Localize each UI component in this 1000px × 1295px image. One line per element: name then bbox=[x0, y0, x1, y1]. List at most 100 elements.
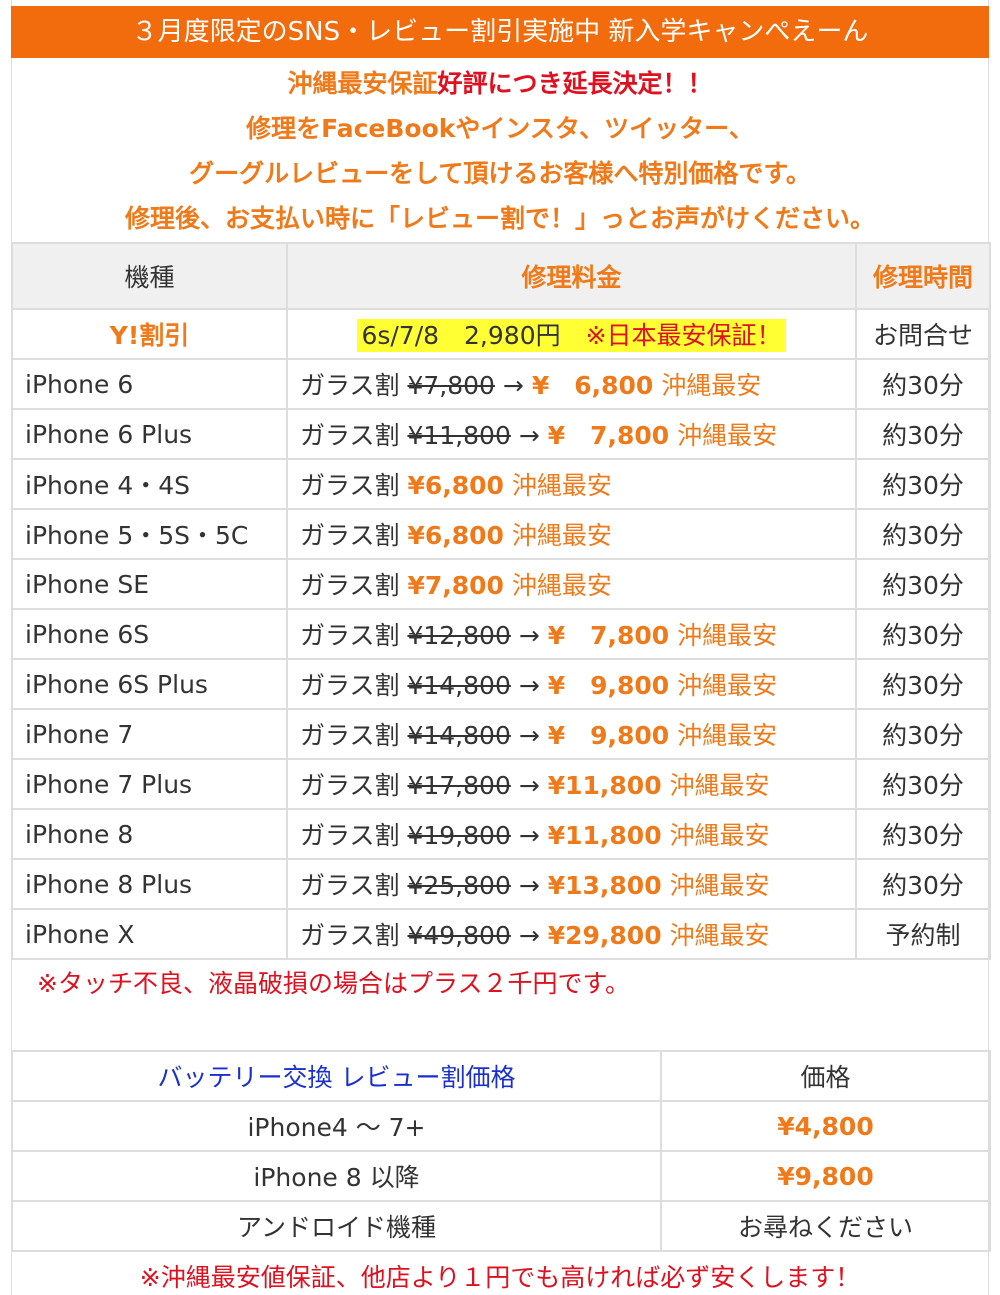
table-row: iPhone 8 ガラス割 ¥19,800 → ¥11,800 沖縄最安 約30分 bbox=[11, 808, 991, 860]
battery-row: iPhone 8 以降 ¥9,800 bbox=[11, 1150, 991, 1202]
repair-time: 約30分 bbox=[855, 558, 991, 610]
okinawa-cheapest: 沖縄最安 bbox=[669, 871, 770, 900]
battery-model: iPhone4 〜 7+ bbox=[11, 1100, 662, 1152]
sale-price: ¥13,800 bbox=[547, 871, 662, 900]
repair-price: ガラス割 ¥6,800 沖縄最安 bbox=[286, 458, 857, 510]
glass-label: ガラス割 bbox=[300, 521, 400, 550]
repair-price: ガラス割 ¥7,800 → ¥ 6,800 沖縄最安 bbox=[286, 358, 857, 410]
intro-extension: 好評につき延長決定！！ bbox=[437, 69, 713, 98]
model-name: iPhone X bbox=[11, 908, 288, 960]
repair-price: ガラス割 ¥25,800 → ¥13,800 沖縄最安 bbox=[286, 858, 857, 910]
sale-price: ¥ 9,800 bbox=[547, 671, 670, 700]
sale-price: ¥11,800 bbox=[547, 821, 662, 850]
table-row: iPhone 6 Plus ガラス割 ¥11,800 → ¥ 7,800 沖縄最安… bbox=[11, 408, 991, 460]
repair-price: ガラス割 ¥14,800 → ¥ 9,800 沖縄最安 bbox=[286, 658, 857, 710]
battery-row: iPhone4 〜 7+ ¥4,800 bbox=[11, 1100, 991, 1152]
sale-price: ¥11,800 bbox=[547, 771, 662, 800]
intro-line-2: 修理をFaceBookやインスタ、ツイッター、 bbox=[246, 114, 754, 143]
okinawa-cheapest: 沖縄最安 bbox=[669, 821, 770, 850]
sale-price: ¥ 9,800 bbox=[547, 721, 670, 750]
table-header: 機種 修理料金 修理時間 bbox=[11, 242, 991, 310]
glass-label: ガラス割 bbox=[300, 771, 400, 800]
arrow-icon: → bbox=[518, 871, 540, 900]
header-price: 修理料金 bbox=[286, 242, 857, 310]
arrow-icon: → bbox=[518, 821, 540, 850]
battery-price: ¥9,800 bbox=[660, 1150, 991, 1202]
repair-time: 約30分 bbox=[855, 608, 991, 660]
table-row: iPhone 6S Plus ガラス割 ¥14,800 → ¥ 9,800 沖縄最… bbox=[11, 658, 991, 710]
arrow-icon: → bbox=[518, 421, 540, 450]
sale-price: ¥7,800 bbox=[407, 571, 504, 600]
repair-time: 約30分 bbox=[855, 808, 991, 860]
okinawa-cheapest: 沖縄最安 bbox=[511, 571, 612, 600]
table-row: iPhone SE ガラス割 ¥7,800 沖縄最安 約30分 bbox=[11, 558, 991, 610]
arrow-icon: → bbox=[518, 771, 540, 800]
battery-header-price: 価格 bbox=[660, 1050, 991, 1102]
sale-price: ¥6,800 bbox=[407, 471, 504, 500]
promo-guarantee: ※日本最安保証！ bbox=[585, 321, 782, 350]
battery-header-title[interactable]: バッテリー交換 レビュー割価格 bbox=[11, 1050, 662, 1102]
model-name: iPhone 7 bbox=[11, 708, 288, 760]
table-row: iPhone 7 Plus ガラス割 ¥17,800 → ¥11,800 沖縄最安… bbox=[11, 758, 991, 810]
old-price: ¥19,800 bbox=[407, 821, 511, 850]
model-name: iPhone 8 Plus bbox=[11, 858, 288, 910]
model-name: iPhone 4・4S bbox=[11, 458, 288, 510]
sale-price: ¥ 7,800 bbox=[547, 421, 670, 450]
touch-note: ※タッチ不良、液晶破損の場合はプラス２千円です。 bbox=[37, 969, 630, 998]
battery-model: アンドロイド機種 bbox=[11, 1200, 662, 1252]
campaign-banner: ３月度限定のSNS・レビュー割引実施中 新入学キャンぺえーん bbox=[11, 6, 989, 58]
okinawa-cheapest: 沖縄最安 bbox=[677, 721, 778, 750]
model-name: iPhone SE bbox=[11, 558, 288, 610]
glass-label: ガラス割 bbox=[300, 821, 400, 850]
glass-label: ガラス割 bbox=[300, 421, 400, 450]
glass-label: ガラス割 bbox=[300, 571, 400, 600]
intro-text: 沖縄最安保証好評につき延長決定！！ 修理をFaceBookやインスタ、ツイッター… bbox=[11, 61, 989, 241]
old-price: ¥25,800 bbox=[407, 871, 511, 900]
battery-price: ¥4,800 bbox=[660, 1100, 991, 1152]
table-row: iPhone 6S ガラス割 ¥12,800 → ¥ 7,800 沖縄最安 約30分 bbox=[11, 608, 991, 660]
model-name: iPhone 6S Plus bbox=[11, 658, 288, 710]
repair-price: ガラス割 ¥19,800 → ¥11,800 沖縄最安 bbox=[286, 808, 857, 860]
intro-guarantee: 沖縄最安保証 bbox=[287, 69, 438, 98]
repair-price-table: 機種 修理料金 修理時間 Y!割引 6s/7/8 2,980円 ※日本最安保証！… bbox=[11, 242, 991, 960]
okinawa-cheapest: 沖縄最安 bbox=[677, 671, 778, 700]
repair-time: 約30分 bbox=[855, 408, 991, 460]
repair-time: 約30分 bbox=[855, 708, 991, 760]
battery-model: iPhone 8 以降 bbox=[11, 1150, 662, 1202]
model-name: iPhone 6S bbox=[11, 608, 288, 660]
glass-label: ガラス割 bbox=[300, 671, 400, 700]
okinawa-cheapest: 沖縄最安 bbox=[677, 621, 778, 650]
model-name: iPhone 6 bbox=[11, 358, 288, 410]
battery-price: お尋ねください bbox=[660, 1200, 991, 1252]
intro-line-3: グーグルレビューをして頂けるお客様へ特別価格です。 bbox=[189, 159, 811, 188]
arrow-icon: → bbox=[502, 371, 524, 400]
table-row: iPhone 4・4S ガラス割 ¥6,800 沖縄最安 約30分 bbox=[11, 458, 991, 510]
okinawa-cheapest: 沖縄最安 bbox=[511, 521, 612, 550]
table-row: iPhone 7 ガラス割 ¥14,800 → ¥ 9,800 沖縄最安 約30分 bbox=[11, 708, 991, 760]
glass-label: ガラス割 bbox=[300, 871, 400, 900]
glass-label: ガラス割 bbox=[300, 471, 400, 500]
repair-time: 約30分 bbox=[855, 858, 991, 910]
repair-time: 約30分 bbox=[855, 658, 991, 710]
repair-price: ガラス割 ¥6,800 沖縄最安 bbox=[286, 508, 857, 560]
okinawa-cheapest: 沖縄最安 bbox=[669, 921, 770, 950]
repair-price: ガラス割 ¥11,800 → ¥ 7,800 沖縄最安 bbox=[286, 408, 857, 460]
sale-price: ¥ 6,800 bbox=[531, 371, 654, 400]
header-model: 機種 bbox=[11, 242, 288, 310]
old-price: ¥12,800 bbox=[407, 621, 511, 650]
glass-label: ガラス割 bbox=[300, 921, 400, 950]
glass-label: ガラス割 bbox=[300, 721, 400, 750]
table-row: iPhone 5・5S・5C ガラス割 ¥6,800 沖縄最安 約30分 bbox=[11, 508, 991, 560]
old-price: ¥11,800 bbox=[407, 421, 511, 450]
promo-label: Y!割引 bbox=[11, 308, 288, 360]
table-row: iPhone X ガラス割 ¥49,800 → ¥29,800 沖縄最安 予約制 bbox=[11, 908, 991, 960]
repair-time: 約30分 bbox=[855, 508, 991, 560]
header-time: 修理時間 bbox=[855, 242, 991, 310]
repair-price: ガラス割 ¥12,800 → ¥ 7,800 沖縄最安 bbox=[286, 608, 857, 660]
promo-price-text: 6s/7/8 2,980円 bbox=[361, 321, 586, 350]
repair-price: ガラス割 ¥17,800 → ¥11,800 沖縄最安 bbox=[286, 758, 857, 810]
arrow-icon: → bbox=[518, 921, 540, 950]
battery-table: バッテリー交換 レビュー割価格 価格 iPhone4 〜 7+ ¥4,800 iPh… bbox=[11, 1050, 991, 1252]
sale-price: ¥ 7,800 bbox=[547, 621, 670, 650]
glass-label: ガラス割 bbox=[300, 621, 400, 650]
